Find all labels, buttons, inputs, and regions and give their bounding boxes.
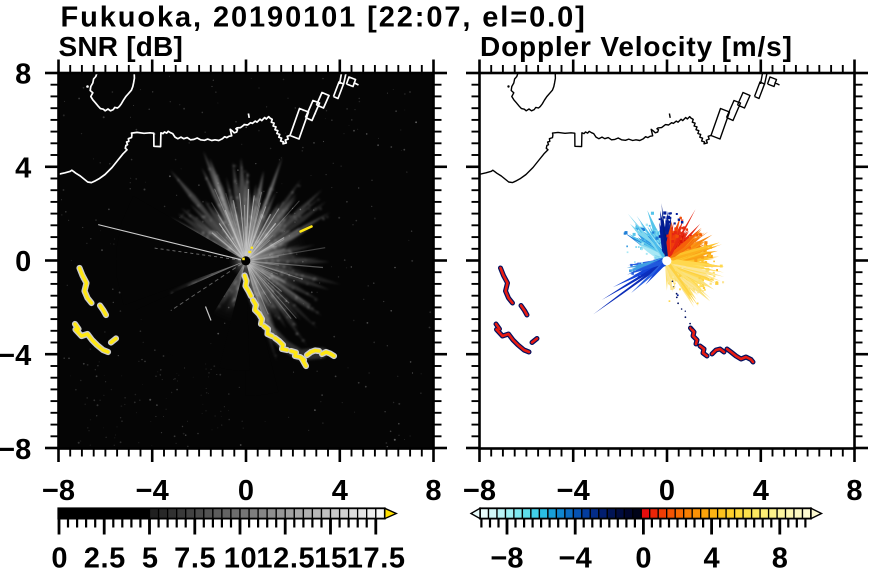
svg-text:4: 4 — [753, 475, 769, 507]
svg-text:8: 8 — [15, 59, 31, 91]
svg-text:4: 4 — [704, 543, 720, 570]
svg-text:0: 0 — [659, 475, 675, 507]
svg-text:17.5: 17.5 — [347, 543, 406, 570]
svg-text:−4: −4 — [559, 543, 592, 570]
svg-text:5: 5 — [142, 543, 158, 570]
svg-text:8: 8 — [772, 543, 788, 570]
svg-text:7.5: 7.5 — [174, 543, 216, 570]
svg-text:4: 4 — [332, 475, 348, 507]
svg-text:0: 0 — [635, 543, 651, 570]
svg-text:Doppler Velocity [m/s]: Doppler Velocity [m/s] — [480, 31, 793, 62]
svg-text:15: 15 — [314, 543, 347, 570]
svg-text:SNR [dB]: SNR [dB] — [59, 31, 183, 62]
svg-text:8: 8 — [425, 475, 441, 507]
svg-text:4: 4 — [15, 152, 31, 184]
svg-text:10: 10 — [224, 543, 257, 570]
svg-text:−8: −8 — [463, 475, 496, 507]
svg-text:−4: −4 — [136, 475, 169, 507]
svg-text:0: 0 — [15, 246, 31, 278]
svg-text:−8: −8 — [42, 475, 75, 507]
svg-text:−8: −8 — [490, 543, 523, 570]
svg-text:0: 0 — [238, 475, 254, 507]
svg-text:−4: −4 — [0, 340, 31, 372]
svg-text:0: 0 — [51, 543, 67, 570]
svg-text:−8: −8 — [0, 434, 31, 466]
svg-text:12.5: 12.5 — [256, 543, 315, 570]
svg-text:2.5: 2.5 — [84, 543, 126, 570]
svg-text:Fukuoka, 20190101 [22:07, el=0: Fukuoka, 20190101 [22:07, el=0.0] — [61, 2, 587, 34]
svg-text:−4: −4 — [557, 475, 590, 507]
svg-text:8: 8 — [846, 475, 862, 507]
